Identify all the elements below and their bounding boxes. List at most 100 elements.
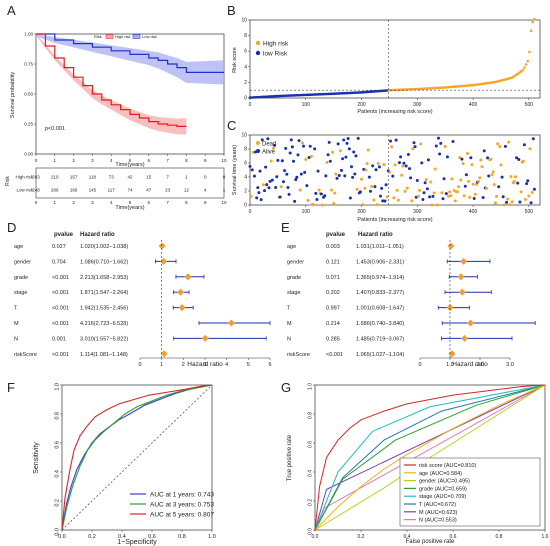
alive-point [486, 156, 490, 160]
alive-point [531, 137, 535, 141]
alive-point [265, 183, 269, 187]
risk-table-x-tick-label: 1 [54, 200, 57, 205]
risk-score-plot: 0 100 200 300 400 500 0 2 4 6 8 10 Risk score Patie… [232, 18, 541, 115]
dead-point [433, 167, 437, 171]
dead-point [304, 157, 308, 161]
alive-point [250, 168, 254, 172]
dead-point [321, 203, 324, 207]
row-pvalue: 0.704 [52, 259, 66, 265]
x-axis-title: Hazard ratio [187, 361, 223, 368]
risk-table-cell: 248 [32, 188, 40, 193]
row-pvalue: <0.001 [52, 275, 69, 281]
legend: risk score (AUC=0.810) age (AUC=0.584) gen… [399, 457, 541, 527]
legend-label-high: High risk [263, 41, 289, 48]
high-risk-point [529, 29, 533, 33]
alive-point [515, 156, 519, 160]
alive-point [324, 174, 328, 178]
dead-point [495, 195, 498, 199]
dead-point [355, 187, 359, 191]
univariate-forest-plot: pvalue Hazard ratio age 0.027 1.020(1.002−… [14, 232, 272, 368]
dead-point [480, 165, 484, 169]
alive-point [260, 138, 264, 142]
x-tick-label: 0.2 [88, 534, 96, 540]
alive-point [264, 165, 268, 169]
alive-point [354, 154, 358, 158]
alive-point [255, 196, 259, 200]
dead-point [393, 163, 397, 167]
row-pvalue: <0.001 [52, 306, 69, 312]
dead-point [376, 162, 380, 166]
dead-point [498, 144, 502, 148]
alive-point [275, 175, 279, 179]
x-tick-label: 300 [413, 102, 422, 108]
row-name: age [287, 244, 296, 250]
dead-point [474, 182, 478, 186]
legend-marker-alive [256, 149, 260, 153]
alive-point [307, 155, 311, 159]
x-tick-label: 8 [185, 158, 188, 163]
y-tick-label: 0.50 [24, 92, 33, 97]
plot-frame [314, 384, 546, 531]
risk-table-cell: 74 [127, 188, 133, 193]
y-tick-label: 8 [244, 147, 247, 153]
dead-point [470, 163, 474, 167]
panel-label-b: B [227, 3, 236, 18]
x-axis-title: False positive rate [406, 539, 455, 545]
x-tick-label: 2.0 [476, 362, 484, 368]
dead-point [473, 192, 477, 196]
dead-point [370, 184, 374, 188]
alive-point [464, 173, 468, 177]
risk-table-cell: 7 [166, 175, 169, 180]
hazard-ratio-marker [201, 334, 209, 342]
alive-point [500, 175, 504, 179]
alive-point [441, 197, 445, 201]
row-hazard-ratio-text: 1.086(0.710−1.662) [80, 259, 128, 265]
row-name: T [14, 306, 18, 312]
risk-table-x-tick-label: 10 [221, 200, 227, 205]
x-tick-label: 4 [225, 362, 228, 368]
legend-label-dead: Dead [262, 142, 276, 148]
dead-point [317, 188, 321, 192]
alive-point [409, 176, 413, 180]
hazard-ratio-marker [159, 257, 168, 265]
alive-point [273, 143, 277, 147]
legend-label: grade (AUC=0.659) [419, 486, 467, 492]
alive-point [384, 183, 388, 187]
column-header-hazard-ratio: Hazard ratio [80, 232, 115, 238]
row-hazard-ratio-text: 1.020(1.002−1.038) [80, 244, 128, 250]
risk-table-x-tick-label: 5 [129, 200, 132, 205]
row-name: gender [14, 259, 31, 265]
y-tick-label: 0 [244, 203, 247, 209]
dead-point [466, 152, 469, 156]
alive-point [328, 159, 332, 163]
alive-point [353, 172, 357, 176]
legend-label: gender (AUC=0.495) [419, 479, 470, 485]
x-tick-label: 9 [204, 158, 207, 163]
dead-point [508, 203, 512, 207]
dead-point [462, 194, 466, 198]
x-axis-title: Hazard ratio [452, 361, 488, 368]
hazard-ratio-marker [184, 273, 192, 281]
legend-label: AUC at 3 years: 0.753 [150, 502, 214, 509]
dead-point [312, 203, 316, 207]
row-hazard-ratio-text: 1.114(1.081−1.148) [80, 352, 128, 358]
roc-curve [314, 384, 546, 531]
risk-table-cell: 118 [89, 175, 97, 180]
legend-label-alive: Alive [262, 150, 276, 156]
dead-point [251, 150, 255, 154]
x-tick-label: 0.2 [358, 534, 365, 540]
dead-point [261, 183, 265, 187]
x-tick-label: 0 [35, 158, 38, 163]
alive-point [350, 165, 353, 169]
dead-point [519, 190, 523, 194]
alive-point [501, 195, 505, 199]
x-axis-title: Time(years) [115, 162, 144, 168]
high-risk-point [531, 20, 535, 24]
alive-point [402, 161, 406, 165]
row-name: M [14, 321, 19, 327]
x-tick-label: 200 [357, 209, 366, 215]
dead-point [452, 188, 456, 192]
legend-label: risk score (AUC=0.810) [419, 463, 476, 469]
alive-point [308, 144, 312, 148]
